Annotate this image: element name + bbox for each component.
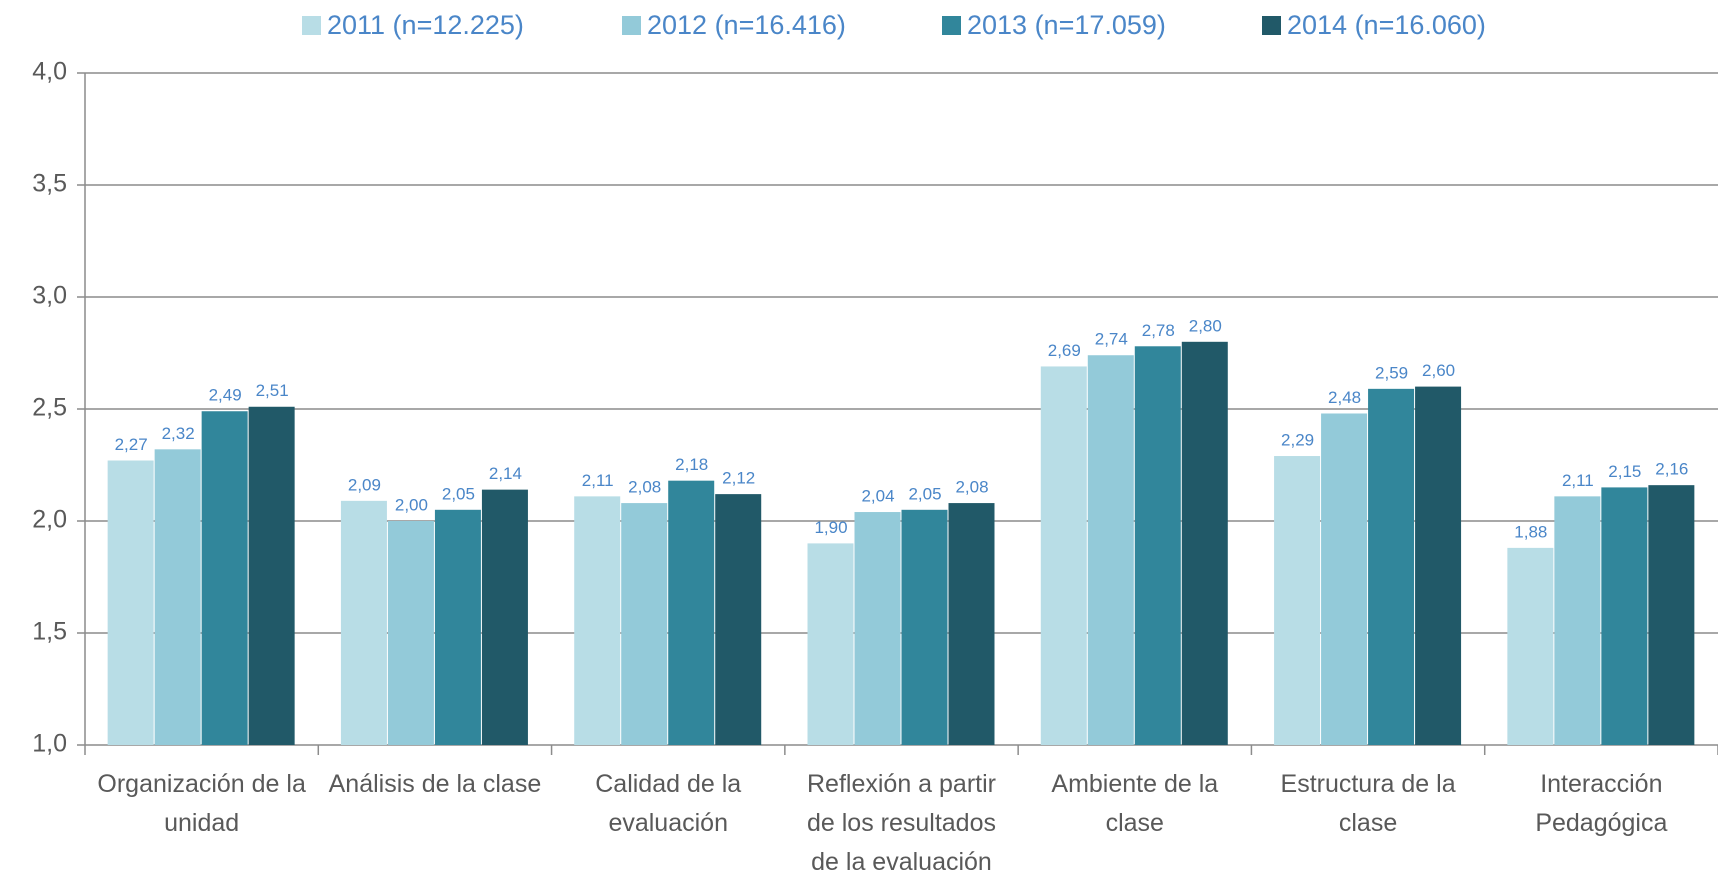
legend-swatch: [1262, 16, 1281, 35]
bar: [948, 503, 995, 745]
bar: [854, 512, 901, 745]
value-label: 2,09: [348, 475, 381, 494]
bar: [107, 460, 154, 745]
value-label: 1,88: [1514, 522, 1547, 541]
legend-swatch: [622, 16, 641, 35]
bar: [574, 496, 621, 745]
x-tick-label-line: Interacción: [1540, 770, 1662, 798]
value-label: 2,04: [861, 487, 894, 506]
x-tick-label: Ambiente de la clase: [1051, 770, 1218, 837]
y-tick-label: 1,5: [32, 618, 67, 646]
bar: [1507, 547, 1554, 745]
value-label: 2,48: [1328, 388, 1361, 407]
value-label: 1,90: [814, 518, 847, 537]
y-tick-label: 2,0: [32, 506, 67, 534]
value-label: 2,27: [115, 435, 148, 454]
value-label: 2,14: [489, 464, 522, 483]
x-tick-label-line: Ambiente de la: [1051, 770, 1218, 798]
bar: [1415, 386, 1462, 745]
legend-swatch: [942, 16, 961, 35]
x-tick-label: Análisis de la clase: [329, 770, 542, 798]
value-label: 2,59: [1375, 363, 1408, 382]
value-label: 2,69: [1048, 341, 1081, 360]
y-tick-label: 3,5: [32, 170, 67, 198]
bar: [1368, 388, 1415, 745]
x-tick-label-line: de la evaluación: [811, 848, 992, 876]
x-tick-label: Interacción Pedagógica: [1535, 770, 1667, 837]
bar: [248, 406, 295, 745]
bar: [481, 489, 528, 745]
bar: [715, 494, 762, 745]
legend-label: 2011 (n=12.225): [327, 10, 524, 40]
x-tick-label-line: Pedagógica: [1535, 809, 1667, 837]
bar: [1040, 366, 1087, 745]
value-label: 2,74: [1095, 330, 1128, 349]
value-label: 2,29: [1281, 431, 1314, 450]
y-tick-label: 1,0: [32, 730, 67, 758]
x-tick-label-line: Estructura de la: [1281, 770, 1456, 798]
x-tick-label-line: evaluación: [608, 809, 728, 837]
bar: [621, 503, 668, 745]
x-tick-label-line: Reflexión a partir: [807, 770, 996, 798]
bar: [1134, 346, 1181, 745]
x-tick-label-line: de los resultados: [807, 809, 996, 837]
y-tick-label: 2,5: [32, 394, 67, 422]
x-tick-label-line: clase: [1339, 809, 1397, 837]
bar: [154, 449, 201, 745]
x-tick-label-line: Organización de la: [97, 770, 306, 798]
x-tick-label: Estructura de la clase: [1281, 770, 1456, 837]
legend-swatch: [302, 16, 321, 35]
value-label: 2,51: [256, 381, 289, 400]
x-tick-label: Organización de la unidad: [97, 770, 306, 837]
bar: [340, 500, 387, 745]
y-tick-label: 3,0: [32, 282, 67, 310]
bar: [1274, 456, 1321, 745]
bar: [1181, 341, 1228, 745]
bar: [1321, 413, 1368, 745]
x-tick-label-line: clase: [1106, 809, 1164, 837]
x-tick-label: Reflexión a partir de los resultados de la…: [807, 770, 996, 876]
bar: [434, 509, 481, 745]
bar: [1554, 496, 1601, 745]
bar: [1087, 355, 1134, 745]
legend-label: 2013 (n=17.059): [967, 10, 1166, 40]
value-label: 2,49: [209, 386, 242, 405]
bar: [1601, 487, 1648, 745]
x-tick-label-line: Análisis de la clase: [329, 770, 542, 798]
x-tick-label-line: Calidad de la: [595, 770, 741, 798]
x-tick-label-line: unidad: [164, 809, 239, 837]
value-label: 2,05: [908, 484, 941, 503]
value-label: 2,80: [1189, 316, 1222, 335]
value-label: 2,05: [442, 484, 475, 503]
y-tick-label: 4,0: [32, 58, 67, 86]
value-label: 2,08: [628, 478, 661, 497]
value-label: 2,32: [162, 424, 195, 443]
bar: [668, 480, 715, 745]
bar: [201, 411, 248, 745]
value-label: 2,60: [1422, 361, 1455, 380]
bar: [901, 509, 948, 745]
bar: [1648, 485, 1695, 745]
value-label: 2,00: [395, 495, 428, 514]
bar: [387, 521, 434, 745]
value-label: 2,18: [675, 455, 708, 474]
value-label: 2,16: [1655, 460, 1688, 479]
bar: [807, 543, 854, 745]
legend-label: 2012 (n=16.416): [647, 10, 846, 40]
value-label: 2,78: [1142, 321, 1175, 340]
x-tick-label: Calidad de la evaluación: [595, 770, 741, 837]
value-label: 2,08: [955, 478, 988, 497]
legend-label: 2014 (n=16.060): [1287, 10, 1486, 40]
value-label: 2,15: [1608, 462, 1641, 481]
value-label: 2,11: [1562, 471, 1594, 490]
value-label: 2,11: [582, 471, 614, 490]
value-label: 2,12: [722, 469, 755, 488]
